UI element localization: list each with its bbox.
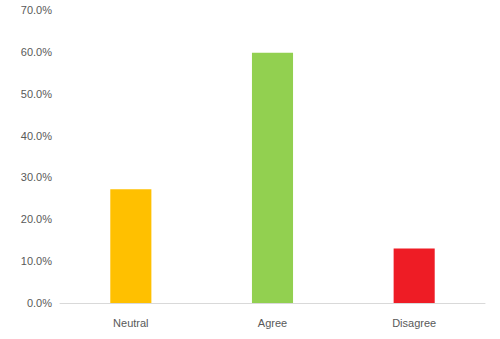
svg-text:20.0%: 20.0% [21,213,52,225]
svg-text:10.0%: 10.0% [21,255,52,267]
svg-text:50.0%: 50.0% [21,88,52,100]
svg-text:60.0%: 60.0% [21,46,52,58]
svg-text:30.0%: 30.0% [21,171,52,183]
svg-text:Disagree: Disagree [392,317,436,329]
svg-text:0.0%: 0.0% [27,297,52,309]
svg-text:70.0%: 70.0% [21,4,52,16]
svg-text:40.0%: 40.0% [21,130,52,142]
svg-text:Agree: Agree [258,317,287,329]
svg-text:Neutral: Neutral [113,317,148,329]
